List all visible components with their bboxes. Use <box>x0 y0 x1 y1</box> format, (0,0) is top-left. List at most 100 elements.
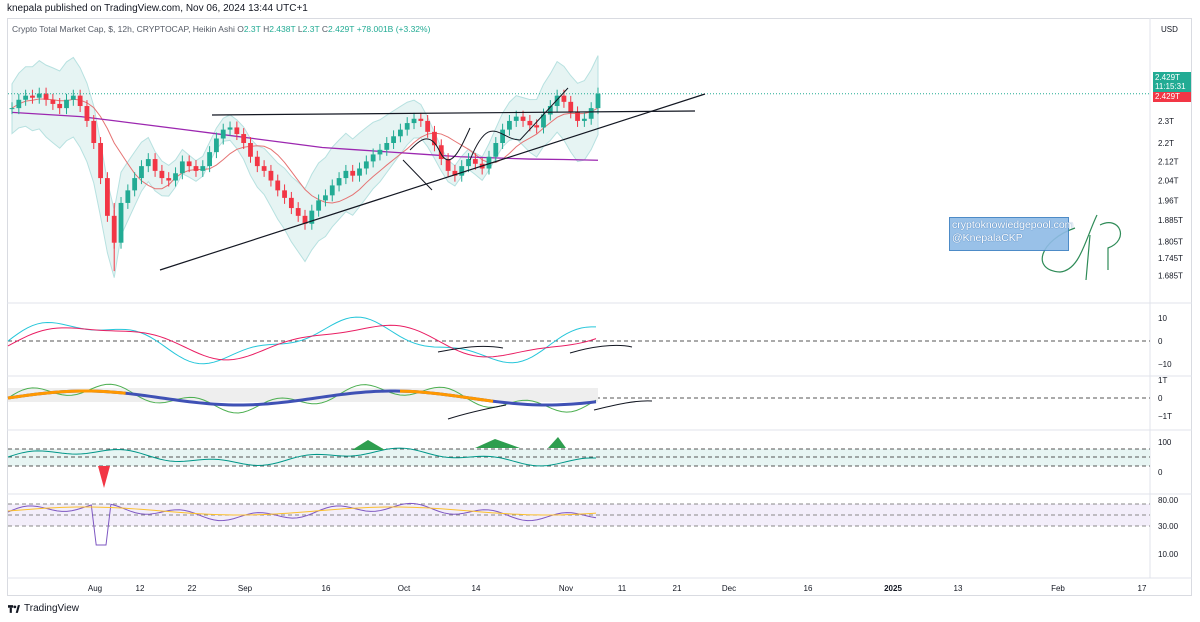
candle-body <box>459 166 465 176</box>
candle-body <box>43 93 49 100</box>
candle-body <box>16 99 22 109</box>
drawing-curve <box>447 404 507 420</box>
candle-body <box>166 178 172 181</box>
candle-body <box>472 159 478 164</box>
candle-body <box>132 178 138 191</box>
price-tick-label: 1.745T <box>1158 254 1183 263</box>
candle-body <box>575 112 580 121</box>
candle-body <box>70 95 76 100</box>
price-tick-label: 1.805T <box>1158 237 1183 246</box>
time-tick-label: Dec <box>722 584 736 593</box>
time-tick-label: 12 <box>136 584 145 593</box>
time-tick-label: 22 <box>188 584 197 593</box>
candle-body <box>561 95 567 102</box>
watermark: cryptoknowiedgepool.com @KnepalaCKP <box>949 217 1119 251</box>
candle-body <box>452 170 458 176</box>
candle-body <box>227 127 233 130</box>
candle-body <box>84 106 90 121</box>
candle-body <box>350 170 356 176</box>
candle-body <box>438 145 444 160</box>
candle-body <box>329 185 335 196</box>
bar-countdown: 11:15:31 <box>1155 82 1186 91</box>
oscillator-line-pink <box>7 324 597 361</box>
oscillator-line-cyan <box>7 316 597 365</box>
time-tick-label: Sep <box>238 584 253 593</box>
candle-body <box>520 116 526 121</box>
time-tick-label: Aug <box>88 584 102 593</box>
candle-body <box>486 156 492 169</box>
candle-body <box>98 143 103 179</box>
candle-body <box>377 149 383 155</box>
candle-body <box>254 156 260 167</box>
candle-body <box>404 123 410 130</box>
candle-body <box>145 159 151 167</box>
candle-body <box>541 114 546 128</box>
candle-body <box>214 138 219 153</box>
price-tick-label: 1.685T <box>1158 272 1183 281</box>
price-tick-label: 2.3T <box>1158 117 1174 126</box>
rsi-tick-label: 30.00 <box>1158 522 1179 531</box>
candle-body <box>159 170 165 179</box>
price-tick-label: 2.04T <box>1158 177 1179 186</box>
candle-body <box>595 93 601 109</box>
oscillator-tick-label: 0 <box>1158 468 1163 477</box>
candle-body <box>588 108 594 119</box>
brand-name: TradingView <box>24 603 80 614</box>
candle-body <box>118 202 124 243</box>
open-value: 2.3T <box>243 24 261 34</box>
published-line: knepala published on TradingView.com, No… <box>7 3 308 14</box>
candle-body <box>173 173 178 181</box>
candle-body <box>36 93 42 98</box>
resistance-trendline <box>211 110 696 116</box>
tradingview-icon <box>8 604 20 613</box>
price-tick-label: 2.2T <box>1158 139 1174 148</box>
chart-frame[interactable] <box>7 18 1192 596</box>
tradingview-logo[interactable]: TradingView <box>8 603 79 614</box>
candle-body <box>77 95 83 107</box>
candle-body <box>261 166 267 171</box>
price-tick-label: 2.12T <box>1158 157 1179 166</box>
candle-body <box>363 161 369 169</box>
candle-body <box>554 95 560 107</box>
oscillator-tick-label: −10 <box>1158 360 1172 369</box>
time-tick-label: 21 <box>673 584 682 593</box>
oscillator-line-teal <box>7 447 597 467</box>
close-label: C <box>321 24 329 34</box>
drawing-pattern <box>402 127 471 191</box>
oscillator-area-positive <box>475 439 520 448</box>
candle-body <box>316 200 322 211</box>
time-tick-label: 11 <box>618 584 627 593</box>
time-tick-label: 2025 <box>884 584 902 593</box>
currency-label[interactable]: USD <box>1161 25 1178 34</box>
low-value: 2.3T <box>302 24 320 34</box>
candle-body <box>241 134 247 144</box>
candle-body <box>91 120 97 144</box>
rsi-tick-label: 80.00 <box>1158 496 1179 505</box>
low-label: L <box>297 24 303 34</box>
candle-body <box>513 116 519 121</box>
close-value: 2.429T <box>328 24 355 34</box>
price-tick-label: 1.885T <box>1158 216 1183 225</box>
candle-body <box>384 143 390 150</box>
oscillator-tick-label: 0 <box>1158 337 1163 346</box>
candle-body <box>193 166 199 171</box>
rsi-signal-line <box>7 506 597 516</box>
ma-price-value: 2.429T <box>1155 92 1180 101</box>
candle-body <box>397 129 403 137</box>
candle-body <box>507 120 512 130</box>
oscillator-tick-label: −1T <box>1158 412 1172 421</box>
candle-body <box>391 136 396 144</box>
candle-body <box>268 170 274 181</box>
symbol-name[interactable]: Crypto Total Market Cap, $, 12h, CRYPTOC… <box>12 24 235 34</box>
oscillator-tick-label: 100 <box>1158 438 1172 447</box>
candle-body <box>323 195 328 201</box>
oscillator-line-orange <box>7 389 126 400</box>
candle-body <box>23 95 29 100</box>
candle-body <box>50 99 56 104</box>
candle-body <box>370 154 376 162</box>
candle-body <box>302 215 308 224</box>
candle-body <box>125 190 131 203</box>
candle-body <box>200 166 206 171</box>
oscillator-tick-label: 0 <box>1158 394 1163 403</box>
